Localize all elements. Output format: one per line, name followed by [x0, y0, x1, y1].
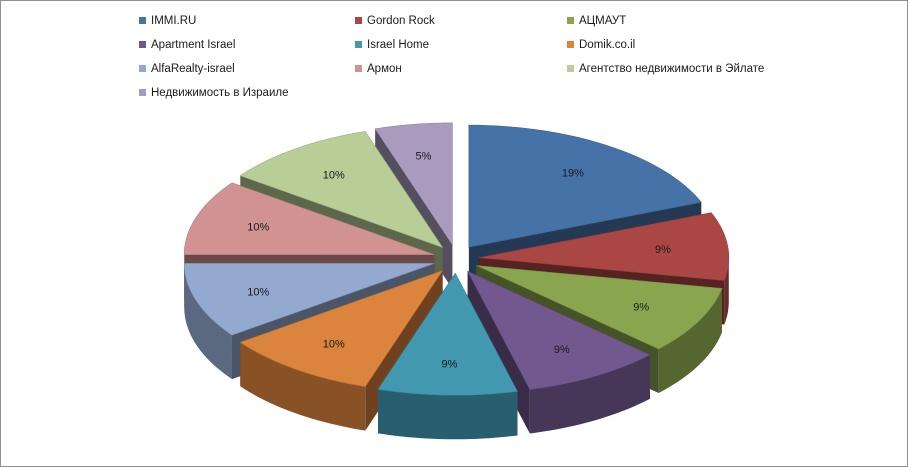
legend-swatch: [139, 17, 146, 24]
legend-label: AlfaRealty-israel: [151, 63, 235, 75]
slice: [468, 124, 702, 248]
slice: [374, 122, 453, 246]
slice: [239, 269, 444, 387]
legend-label: Агентство недвижимости в Эйлате: [579, 63, 765, 75]
slice-label: 10%: [247, 286, 269, 298]
slice: [183, 182, 435, 255]
legend-label: Domik.co.il: [579, 39, 636, 51]
legend-label: Apartment Israel: [151, 39, 236, 51]
slice-label: 9%: [633, 301, 649, 313]
slice-rim: [724, 257, 729, 325]
slice-rim: [378, 389, 518, 440]
legend-label: Israel Home: [367, 39, 429, 51]
legend-swatch: [139, 41, 146, 48]
slice: [239, 131, 444, 249]
slice: [377, 272, 518, 396]
legend-label: Армон: [367, 63, 402, 75]
slice-label: 9%: [442, 359, 458, 371]
legend-swatch: [355, 17, 362, 24]
legend-label: Недвижимость в Израиле: [151, 87, 289, 99]
legend-swatch: [139, 89, 146, 96]
legend-swatch: [139, 65, 146, 72]
legend-label: Gordon Rock: [367, 15, 435, 27]
slice-label: 9%: [554, 344, 570, 356]
legend: IMMI.RU Gordon Rock АЦМАУТ Apartment Israel…: [1, 1, 907, 111]
slice: [476, 265, 723, 350]
slice: [183, 263, 435, 336]
legend-label: IMMI.RU: [151, 15, 197, 27]
slice-rim: [184, 263, 232, 380]
slice: [478, 212, 730, 281]
slice-rim: [240, 342, 366, 431]
slice: [466, 270, 651, 390]
legend-swatch: [355, 41, 362, 48]
slice-label: 9%: [655, 244, 671, 256]
legend-swatch: [567, 65, 574, 72]
legend-swatch: [355, 65, 362, 72]
slice-label: 10%: [247, 222, 269, 234]
slice-label: 10%: [323, 169, 345, 181]
legend-label: АЦМАУТ: [579, 15, 627, 27]
slice-label: 19%: [562, 168, 584, 180]
slice-rim: [658, 288, 722, 394]
slice-rim: [529, 354, 650, 434]
slice-label: 10%: [323, 339, 345, 351]
slice-label: 5%: [416, 151, 432, 163]
legend-swatch: [567, 41, 574, 48]
legend-swatch: [567, 17, 574, 24]
